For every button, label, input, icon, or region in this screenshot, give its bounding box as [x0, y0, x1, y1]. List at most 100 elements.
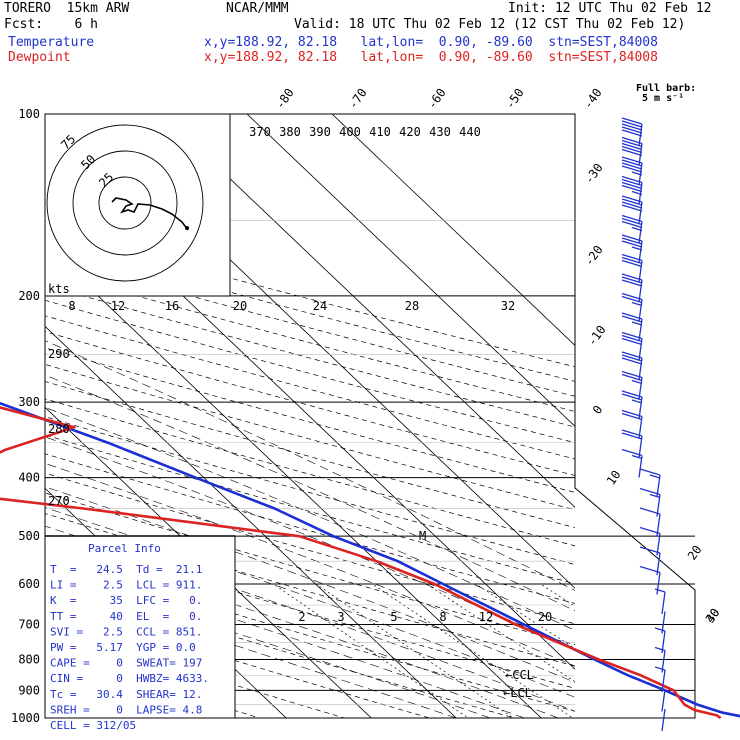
dry-adiabat: [45, 255, 575, 397]
mixing-ratio-label: 12: [479, 610, 493, 624]
wind-barb-half-flag: [631, 454, 643, 460]
dry-adiabat-label: 270: [48, 494, 70, 508]
parcel-info-row: PW = 5.17 YGP = 0.0: [50, 641, 196, 654]
wind-barb-staff: [638, 455, 643, 478]
wind-barb-half-flag: [631, 246, 643, 251]
wind-barb-flag: [639, 487, 661, 496]
wind-barb-half-flag: [631, 321, 643, 326]
wind-barb-flag: [639, 546, 661, 554]
wind-barb-flag: [621, 279, 643, 287]
pressure-tick-label: 200: [18, 289, 40, 303]
wind-barb-flag: [621, 412, 643, 421]
wind-barb-flag: [621, 390, 643, 398]
temperature-location: x,y=188.92, 82.18 lat,lon= 0.90, -89.60 …: [204, 35, 658, 50]
parcel-info-row: CAPE = 0 SWEAT= 197: [50, 657, 202, 670]
pressure-tick-label: 600: [18, 577, 40, 591]
wind-barb: [639, 565, 661, 595]
source-label: NCAR/MMM: [226, 1, 289, 16]
speed-tick-label: 20: [233, 299, 247, 313]
theta-label: 410: [369, 125, 391, 139]
theta-label: 380: [279, 125, 301, 139]
wind-barb-flag: [621, 237, 643, 245]
wind-barb-flag: [621, 373, 643, 382]
right-temperature-label: -10: [585, 323, 609, 349]
wind-barb-flag: [639, 526, 661, 535]
pressure-tick-label: 900: [18, 683, 40, 697]
dry-adiabat: [45, 227, 575, 368]
dry-adiabat: [45, 453, 575, 604]
wind-barb-flag: [621, 184, 643, 193]
theta-label: 430: [429, 125, 451, 139]
wind-barb-half-flag: [649, 493, 661, 499]
dry-adiabat: [45, 299, 575, 444]
wind-barb-flag: [621, 259, 643, 268]
mixing-ratio-line: [426, 583, 575, 683]
hodograph-ring: [72, 150, 178, 256]
barb-legend-1: Full barb:: [636, 83, 697, 94]
speed-tick-label: 16: [165, 299, 179, 313]
wind-barb-half-flag: [631, 190, 643, 196]
top-temperature-label: -80: [273, 86, 297, 112]
dry-adiabat-label: 280: [48, 422, 70, 436]
speed-tick-label: 28: [405, 299, 419, 313]
isotherm-line: [331, 114, 575, 346]
wind-barb: [621, 370, 643, 400]
wind-barb-half-flag: [654, 685, 666, 691]
wind-barb-flag: [621, 448, 643, 457]
pressure-tick-label: 500: [18, 529, 40, 543]
temperature-profile-line: [0, 401, 740, 718]
forecast-hour: Fcst: 6 h: [4, 17, 98, 32]
wind-barb: [621, 195, 643, 225]
isotherm-line: [45, 325, 457, 718]
wind-barb-flag: [621, 165, 643, 173]
wind-barb-half-flag: [631, 399, 643, 404]
wind-barb: [654, 588, 666, 615]
theta-label: 370: [249, 125, 271, 139]
wind-barb-flag: [621, 240, 643, 248]
wind-barb-flag: [621, 148, 643, 157]
top-temperature-label: -50: [503, 86, 527, 112]
isotherm-line: [161, 114, 575, 508]
wind-barb-flag: [621, 234, 643, 242]
mixing-ratio-label: 3: [337, 610, 344, 624]
top-temperature-label: -40: [581, 86, 605, 112]
isotherm-line: [45, 244, 542, 718]
wind-barb-flag: [621, 292, 643, 301]
parcel-info-row: LI = 2.5 LCL = 911.: [50, 579, 202, 592]
dewpoint-profile-line: [0, 406, 722, 720]
parcel-max-marker: M: [419, 529, 426, 543]
lcl-marker: ←LCL: [503, 686, 532, 700]
parcel-info-row: TT = 40 EL = 0.: [50, 610, 202, 623]
init-time: Init: 12 UTC Thu 02 Feb 12: [508, 1, 712, 16]
hodograph-unit-label: kts: [48, 282, 70, 296]
wind-barb-flag: [621, 337, 643, 346]
dewpoint-location: x,y=188.92, 82.18 lat,lon= 0.90, -89.60 …: [204, 50, 658, 65]
pressure-tick-label: 800: [18, 652, 40, 666]
wind-barb: [654, 685, 666, 712]
wind-barb-flag: [621, 156, 643, 164]
isotherm-line: [246, 114, 575, 427]
wind-barb-flag: [621, 162, 643, 170]
pressure-tick-label: 700: [18, 617, 40, 631]
wind-barb: [661, 708, 666, 732]
dry-adiabat-label: 290: [48, 347, 70, 361]
wind-barb-flag: [621, 178, 643, 187]
wind-barb-flag: [621, 429, 643, 437]
temperature-legend: Temperature: [8, 35, 95, 50]
wind-barb-half-flag: [654, 646, 666, 652]
top-temperature-label: -60: [425, 86, 449, 112]
mixing-ratio-line: [273, 583, 469, 718]
dry-adiabat: [45, 513, 575, 667]
speed-tick-label: 12: [111, 299, 125, 313]
dry-adiabat: [45, 331, 575, 476]
speed-tick-label: 24: [313, 299, 327, 313]
mixing-ratio-label: 5: [390, 610, 397, 624]
wind-barb-flag: [621, 204, 643, 212]
wind-barb-half-flag: [649, 474, 661, 479]
wind-barb-flag: [621, 129, 643, 137]
right-temperature-label: -30: [582, 161, 606, 187]
speed-tick-label: 32: [501, 299, 515, 313]
wind-barb-flag: [621, 312, 643, 320]
pressure-tick-label: 400: [18, 471, 40, 485]
